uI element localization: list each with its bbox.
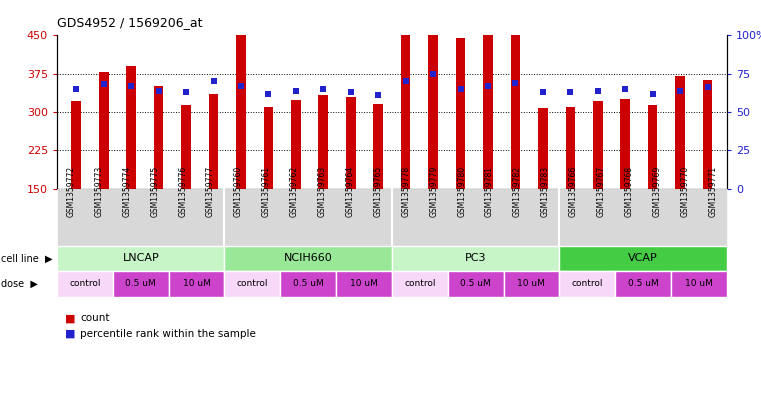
Bar <box>99 72 109 189</box>
Text: GSM1359767: GSM1359767 <box>597 166 606 217</box>
Text: GSM1359783: GSM1359783 <box>541 166 550 217</box>
Point <box>427 70 439 77</box>
Point <box>208 78 220 84</box>
Text: GSM1359776: GSM1359776 <box>178 166 187 217</box>
Text: GSM1359782: GSM1359782 <box>513 166 522 217</box>
Bar <box>263 107 273 189</box>
Text: control: control <box>237 279 268 288</box>
Bar <box>483 34 493 189</box>
Text: 10 uM: 10 uM <box>685 279 713 288</box>
Text: VCAP: VCAP <box>628 253 658 263</box>
Bar <box>236 31 246 189</box>
Text: 10 uM: 10 uM <box>350 279 378 288</box>
Text: 0.5 uM: 0.5 uM <box>293 279 323 288</box>
Bar <box>126 66 136 189</box>
Bar <box>456 38 465 189</box>
Text: GSM1359761: GSM1359761 <box>262 166 271 217</box>
Text: 0.5 uM: 0.5 uM <box>628 279 658 288</box>
Text: GSM1359773: GSM1359773 <box>94 166 103 217</box>
Text: GSM1359762: GSM1359762 <box>290 166 299 217</box>
Text: GSM1359775: GSM1359775 <box>150 166 159 217</box>
Point <box>702 84 714 91</box>
Text: GSM1359760: GSM1359760 <box>234 166 243 217</box>
Text: GSM1359770: GSM1359770 <box>680 166 689 217</box>
Text: GSM1359766: GSM1359766 <box>568 166 578 217</box>
Text: control: control <box>69 279 100 288</box>
Text: 0.5 uM: 0.5 uM <box>126 279 156 288</box>
Text: count: count <box>80 313 110 323</box>
Bar <box>648 105 658 189</box>
Bar <box>181 105 191 189</box>
Text: GSM1359778: GSM1359778 <box>401 166 410 217</box>
Text: percentile rank within the sample: percentile rank within the sample <box>80 329 256 339</box>
Bar <box>702 80 712 189</box>
Bar <box>593 101 603 189</box>
Point <box>454 86 466 92</box>
Text: NCIH660: NCIH660 <box>284 253 333 263</box>
Point <box>180 89 193 95</box>
Bar <box>346 97 355 189</box>
Bar <box>319 95 328 189</box>
Text: GSM1359769: GSM1359769 <box>652 166 661 217</box>
Point <box>290 87 302 94</box>
Point <box>152 87 164 94</box>
Bar <box>209 94 218 189</box>
Bar <box>374 104 383 189</box>
Text: GSM1359780: GSM1359780 <box>457 166 466 217</box>
Point <box>70 86 82 92</box>
Point <box>345 89 357 95</box>
Point <box>125 83 137 89</box>
Bar <box>72 101 81 189</box>
Text: GSM1359768: GSM1359768 <box>625 166 634 217</box>
Bar <box>675 76 685 189</box>
Point <box>564 89 576 95</box>
Bar <box>620 99 630 189</box>
Text: ■: ■ <box>65 329 75 339</box>
Point <box>263 90 275 97</box>
Text: GSM1359772: GSM1359772 <box>66 166 75 217</box>
Point <box>235 83 247 89</box>
Text: GSM1359774: GSM1359774 <box>123 166 132 217</box>
Text: GSM1359764: GSM1359764 <box>345 166 355 217</box>
Text: control: control <box>572 279 603 288</box>
Point <box>674 87 686 94</box>
Bar <box>511 24 521 189</box>
Text: GSM1359765: GSM1359765 <box>374 166 383 217</box>
Bar <box>401 18 410 189</box>
Bar <box>565 107 575 189</box>
Bar <box>538 108 548 189</box>
Point <box>647 90 659 97</box>
Point <box>400 78 412 84</box>
Point <box>537 89 549 95</box>
Bar <box>428 0 438 189</box>
Text: GSM1359777: GSM1359777 <box>206 166 215 217</box>
Point <box>619 86 632 92</box>
Point <box>317 86 330 92</box>
Text: LNCAP: LNCAP <box>123 253 159 263</box>
Bar <box>291 100 301 189</box>
Point <box>97 81 110 88</box>
Text: GSM1359781: GSM1359781 <box>485 166 494 217</box>
Point <box>372 92 384 98</box>
Text: GSM1359763: GSM1359763 <box>317 166 326 217</box>
Point <box>509 80 521 86</box>
Text: GDS4952 / 1569206_at: GDS4952 / 1569206_at <box>57 16 202 29</box>
Text: cell line  ▶: cell line ▶ <box>1 253 53 263</box>
Text: control: control <box>404 279 435 288</box>
Text: 0.5 uM: 0.5 uM <box>460 279 491 288</box>
Text: 10 uM: 10 uM <box>183 279 211 288</box>
Text: PC3: PC3 <box>465 253 486 263</box>
Bar <box>154 86 164 189</box>
Point <box>482 83 494 89</box>
Text: ■: ■ <box>65 313 75 323</box>
Text: GSM1359779: GSM1359779 <box>429 166 438 217</box>
Text: dose  ▶: dose ▶ <box>1 279 37 289</box>
Point <box>591 87 603 94</box>
Text: GSM1359771: GSM1359771 <box>708 166 718 217</box>
Text: 10 uM: 10 uM <box>517 279 546 288</box>
